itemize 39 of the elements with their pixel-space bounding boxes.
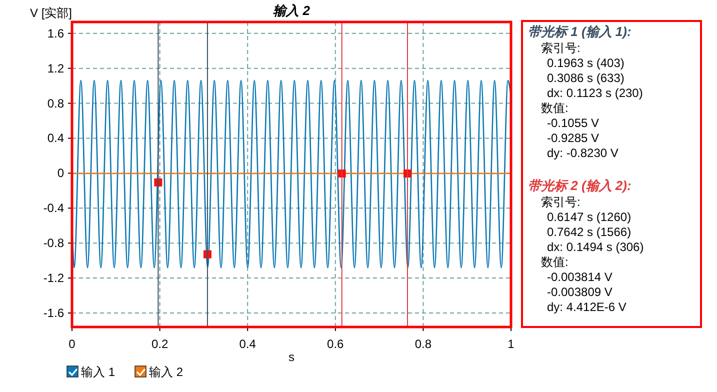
text: -0.003809 V	[547, 285, 612, 299]
text: 数值:	[541, 101, 568, 115]
y-tick-label: -1.2	[43, 271, 64, 286]
y-axis-title: V [实部]	[30, 6, 72, 20]
y-tick-label: 1.6	[47, 26, 64, 40]
text: dx: 0.1123 s (230)	[547, 86, 643, 100]
y-tick-label: -1.6	[43, 306, 64, 320]
x-tick-label: 0.2	[151, 337, 168, 351]
text: 带光标 1 (输入 1):	[528, 24, 632, 39]
line-series	[72, 80, 511, 268]
y-tick-label: -0.8	[43, 236, 64, 250]
chart-title: 输入 2	[273, 3, 311, 18]
text: dy: 4.412E-6 V	[547, 300, 626, 314]
text: dy: -0.8230 V	[547, 146, 618, 160]
x-tick-label: 0	[68, 337, 76, 351]
text: -0.1055 V	[547, 116, 600, 130]
x-axis-title: s	[288, 350, 294, 364]
x-tick-label: 0.8	[414, 337, 432, 351]
y-tick-label: -0.4	[43, 201, 64, 216]
legend-label: 输入 2	[149, 365, 184, 379]
text: -0.9285 V	[547, 131, 600, 145]
y-tick-label: 1.2	[47, 61, 64, 76]
x-tick-label: 0.4	[239, 337, 256, 351]
text: 0.7642 s (1566)	[547, 225, 632, 239]
text: dx: 0.1494 s (306)	[547, 240, 644, 254]
y-tick-label: 0	[57, 166, 64, 180]
x-tick-label: 0.6	[327, 337, 344, 351]
y-tick-label: 0.8	[47, 96, 64, 110]
text: 0.3086 s (633)	[547, 71, 624, 85]
text: 0.1963 s (403)	[547, 56, 624, 70]
text: 0.6147 s (1260)	[547, 210, 632, 224]
text: 索引号:	[541, 195, 580, 209]
text: 索引号:	[541, 41, 580, 55]
x-tick-label: 1	[508, 337, 515, 351]
legend-label: 输入 1	[81, 365, 116, 379]
text: -0.003814 V	[547, 270, 612, 284]
text: 数值:	[541, 255, 568, 269]
y-tick-label: 0.4	[47, 131, 64, 146]
text: 带光标 2 (输入 2):	[528, 178, 632, 193]
